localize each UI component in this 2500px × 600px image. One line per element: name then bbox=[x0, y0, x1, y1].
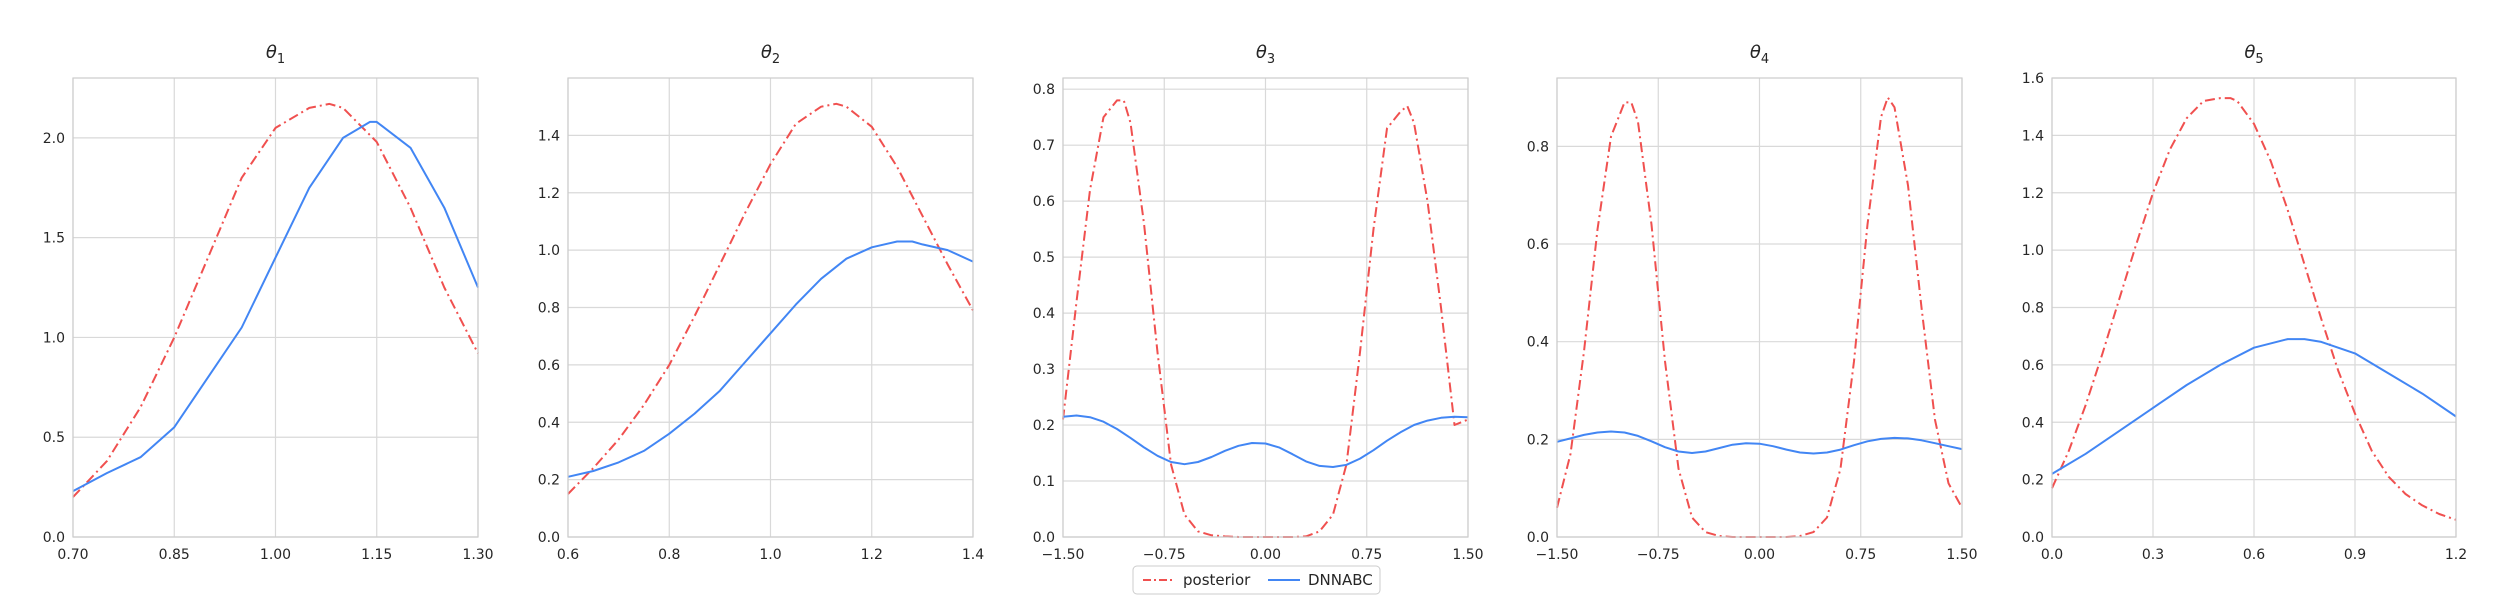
series-line-dnnabc bbox=[567, 240, 974, 478]
y-tick-label: 0.7 bbox=[1033, 138, 1055, 154]
y-tick-label: 0.2 bbox=[2022, 473, 2044, 489]
series-line-posterior bbox=[567, 102, 974, 495]
y-tick-label: 0.2 bbox=[1033, 418, 1055, 434]
series-line-dnnabc bbox=[1556, 430, 1963, 455]
x-tick-label: 0.70 bbox=[57, 547, 88, 563]
y-tick-label: 1.0 bbox=[43, 330, 65, 346]
x-tick-label: 1.50 bbox=[1452, 547, 1483, 563]
y-tick-label: 0.6 bbox=[1033, 194, 1055, 210]
x-tick-label: −1.50 bbox=[1042, 547, 1085, 563]
y-tick-label: 0.3 bbox=[1033, 362, 1055, 378]
x-tick-label: 0.6 bbox=[2243, 547, 2265, 563]
x-tick-label: 0.00 bbox=[1744, 547, 1775, 563]
y-tick-label: 0.4 bbox=[538, 415, 560, 431]
plot-frame bbox=[567, 77, 974, 538]
y-tick-label: 0.0 bbox=[2022, 530, 2044, 546]
legend-box bbox=[1132, 565, 1381, 595]
x-tick-label: 0.75 bbox=[1845, 547, 1876, 563]
y-tick-label: 1.4 bbox=[538, 128, 560, 144]
chart-title: θ3 bbox=[1256, 42, 1275, 67]
x-tick-label: 0.3 bbox=[2142, 547, 2164, 563]
chart-title: θ1 bbox=[266, 42, 285, 67]
series-line-posterior bbox=[2051, 97, 2457, 521]
y-tick-label: 0.0 bbox=[1527, 530, 1549, 546]
x-tick-label: 0.8 bbox=[658, 547, 680, 563]
y-tick-label: 0.4 bbox=[1527, 335, 1549, 351]
x-tick-label: 1.00 bbox=[260, 547, 291, 563]
x-tick-label: 0.9 bbox=[2344, 547, 2366, 563]
x-tick-label: 1.2 bbox=[861, 547, 883, 563]
y-tick-label: 0.0 bbox=[538, 530, 560, 546]
plot-frame bbox=[1556, 77, 1963, 538]
y-tick-label: 0.5 bbox=[43, 430, 65, 446]
chart-2: 0.6 0.8 1.0 1.2 1.4 0.0 0.2 0.4 0.6 0.8 1.0 1.2 1.4 θ… bbox=[538, 42, 984, 563]
x-tick-label: 1.15 bbox=[361, 547, 392, 563]
y-tick-label: 1.0 bbox=[538, 243, 560, 259]
plot-frame bbox=[72, 77, 479, 538]
y-tick-label: 0.8 bbox=[538, 301, 560, 317]
y-tick-label: 0.1 bbox=[1033, 474, 1055, 490]
x-tick-label: 0.75 bbox=[1351, 547, 1382, 563]
chart-title: θ2 bbox=[761, 42, 780, 67]
y-tick-label: 0.2 bbox=[538, 473, 560, 489]
chart-title: θ4 bbox=[1750, 42, 1769, 67]
chart-4: −1.50 −0.75 0.00 0.75 1.50 0.0 0.2 0.4 0.6 0.8 θ4 bbox=[1527, 42, 1978, 563]
y-tick-label: 1.4 bbox=[2022, 128, 2044, 144]
series-line-dnnabc bbox=[1062, 414, 1469, 468]
y-tick-label: 0.8 bbox=[1527, 139, 1549, 155]
plot-frame bbox=[1062, 77, 1469, 538]
series-line-posterior bbox=[1556, 96, 1963, 538]
x-tick-label: −1.50 bbox=[1536, 547, 1579, 563]
y-tick-label: 1.0 bbox=[2022, 243, 2044, 259]
y-tick-label: 1.6 bbox=[2022, 71, 2044, 87]
y-tick-label: 1.5 bbox=[43, 231, 65, 247]
y-tick-label: 0.0 bbox=[1033, 530, 1055, 546]
x-tick-label: 1.0 bbox=[759, 547, 781, 563]
series-line-posterior bbox=[72, 102, 479, 498]
x-tick-label: 1.50 bbox=[1946, 547, 1977, 563]
series-line-dnnabc bbox=[2051, 338, 2457, 475]
chart-5: 0.0 0.3 0.6 0.9 1.2 0.0 0.2 0.4 0.6 0.8 1.0 1.2 1.4 1… bbox=[2022, 42, 2467, 563]
y-tick-label: 0.4 bbox=[1033, 306, 1055, 322]
y-tick-label: 0.8 bbox=[1033, 82, 1055, 98]
y-tick-label: 0.2 bbox=[1527, 432, 1549, 448]
x-tick-label: 0.0 bbox=[2041, 547, 2063, 563]
chart-title: θ5 bbox=[2244, 42, 2263, 67]
y-tick-label: 0.4 bbox=[2022, 415, 2044, 431]
x-tick-label: −0.75 bbox=[1637, 547, 1680, 563]
y-tick-label: 0.6 bbox=[2022, 358, 2044, 374]
x-tick-label: −0.75 bbox=[1143, 547, 1186, 563]
plot-frame bbox=[2051, 77, 2457, 538]
y-tick-label: 0.5 bbox=[1033, 250, 1055, 266]
chart-3: −1.50 −0.75 0.00 0.75 1.50 0.0 0.1 0.2 0.3 0.4 0.5… bbox=[1033, 42, 1484, 563]
chart-1: 0.70 0.85 1.00 1.15 1.30 0.0 0.5 1.0 1.5 2.0 θ1 bbox=[43, 42, 494, 563]
legend-label-dnnabc: DNNABC bbox=[1308, 571, 1373, 589]
x-tick-label: 0.85 bbox=[159, 547, 190, 563]
x-tick-label: 0.00 bbox=[1250, 547, 1281, 563]
legend-label-posterior: posterior bbox=[1183, 571, 1251, 589]
legend: posterior DNNABC bbox=[1132, 565, 1381, 595]
y-tick-label: 1.2 bbox=[538, 186, 560, 202]
y-tick-label: 2.0 bbox=[43, 131, 65, 147]
x-tick-label: 1.4 bbox=[962, 547, 984, 563]
y-tick-label: 0.8 bbox=[2022, 301, 2044, 317]
x-tick-label: 1.2 bbox=[2445, 547, 2467, 563]
y-tick-label: 0.6 bbox=[538, 358, 560, 374]
x-tick-label: 1.30 bbox=[462, 547, 493, 563]
x-tick-label: 0.6 bbox=[557, 547, 579, 563]
y-tick-label: 0.0 bbox=[43, 530, 65, 546]
series-line-dnnabc bbox=[72, 120, 479, 492]
y-tick-label: 1.2 bbox=[2022, 186, 2044, 202]
y-tick-label: 0.6 bbox=[1527, 237, 1549, 253]
